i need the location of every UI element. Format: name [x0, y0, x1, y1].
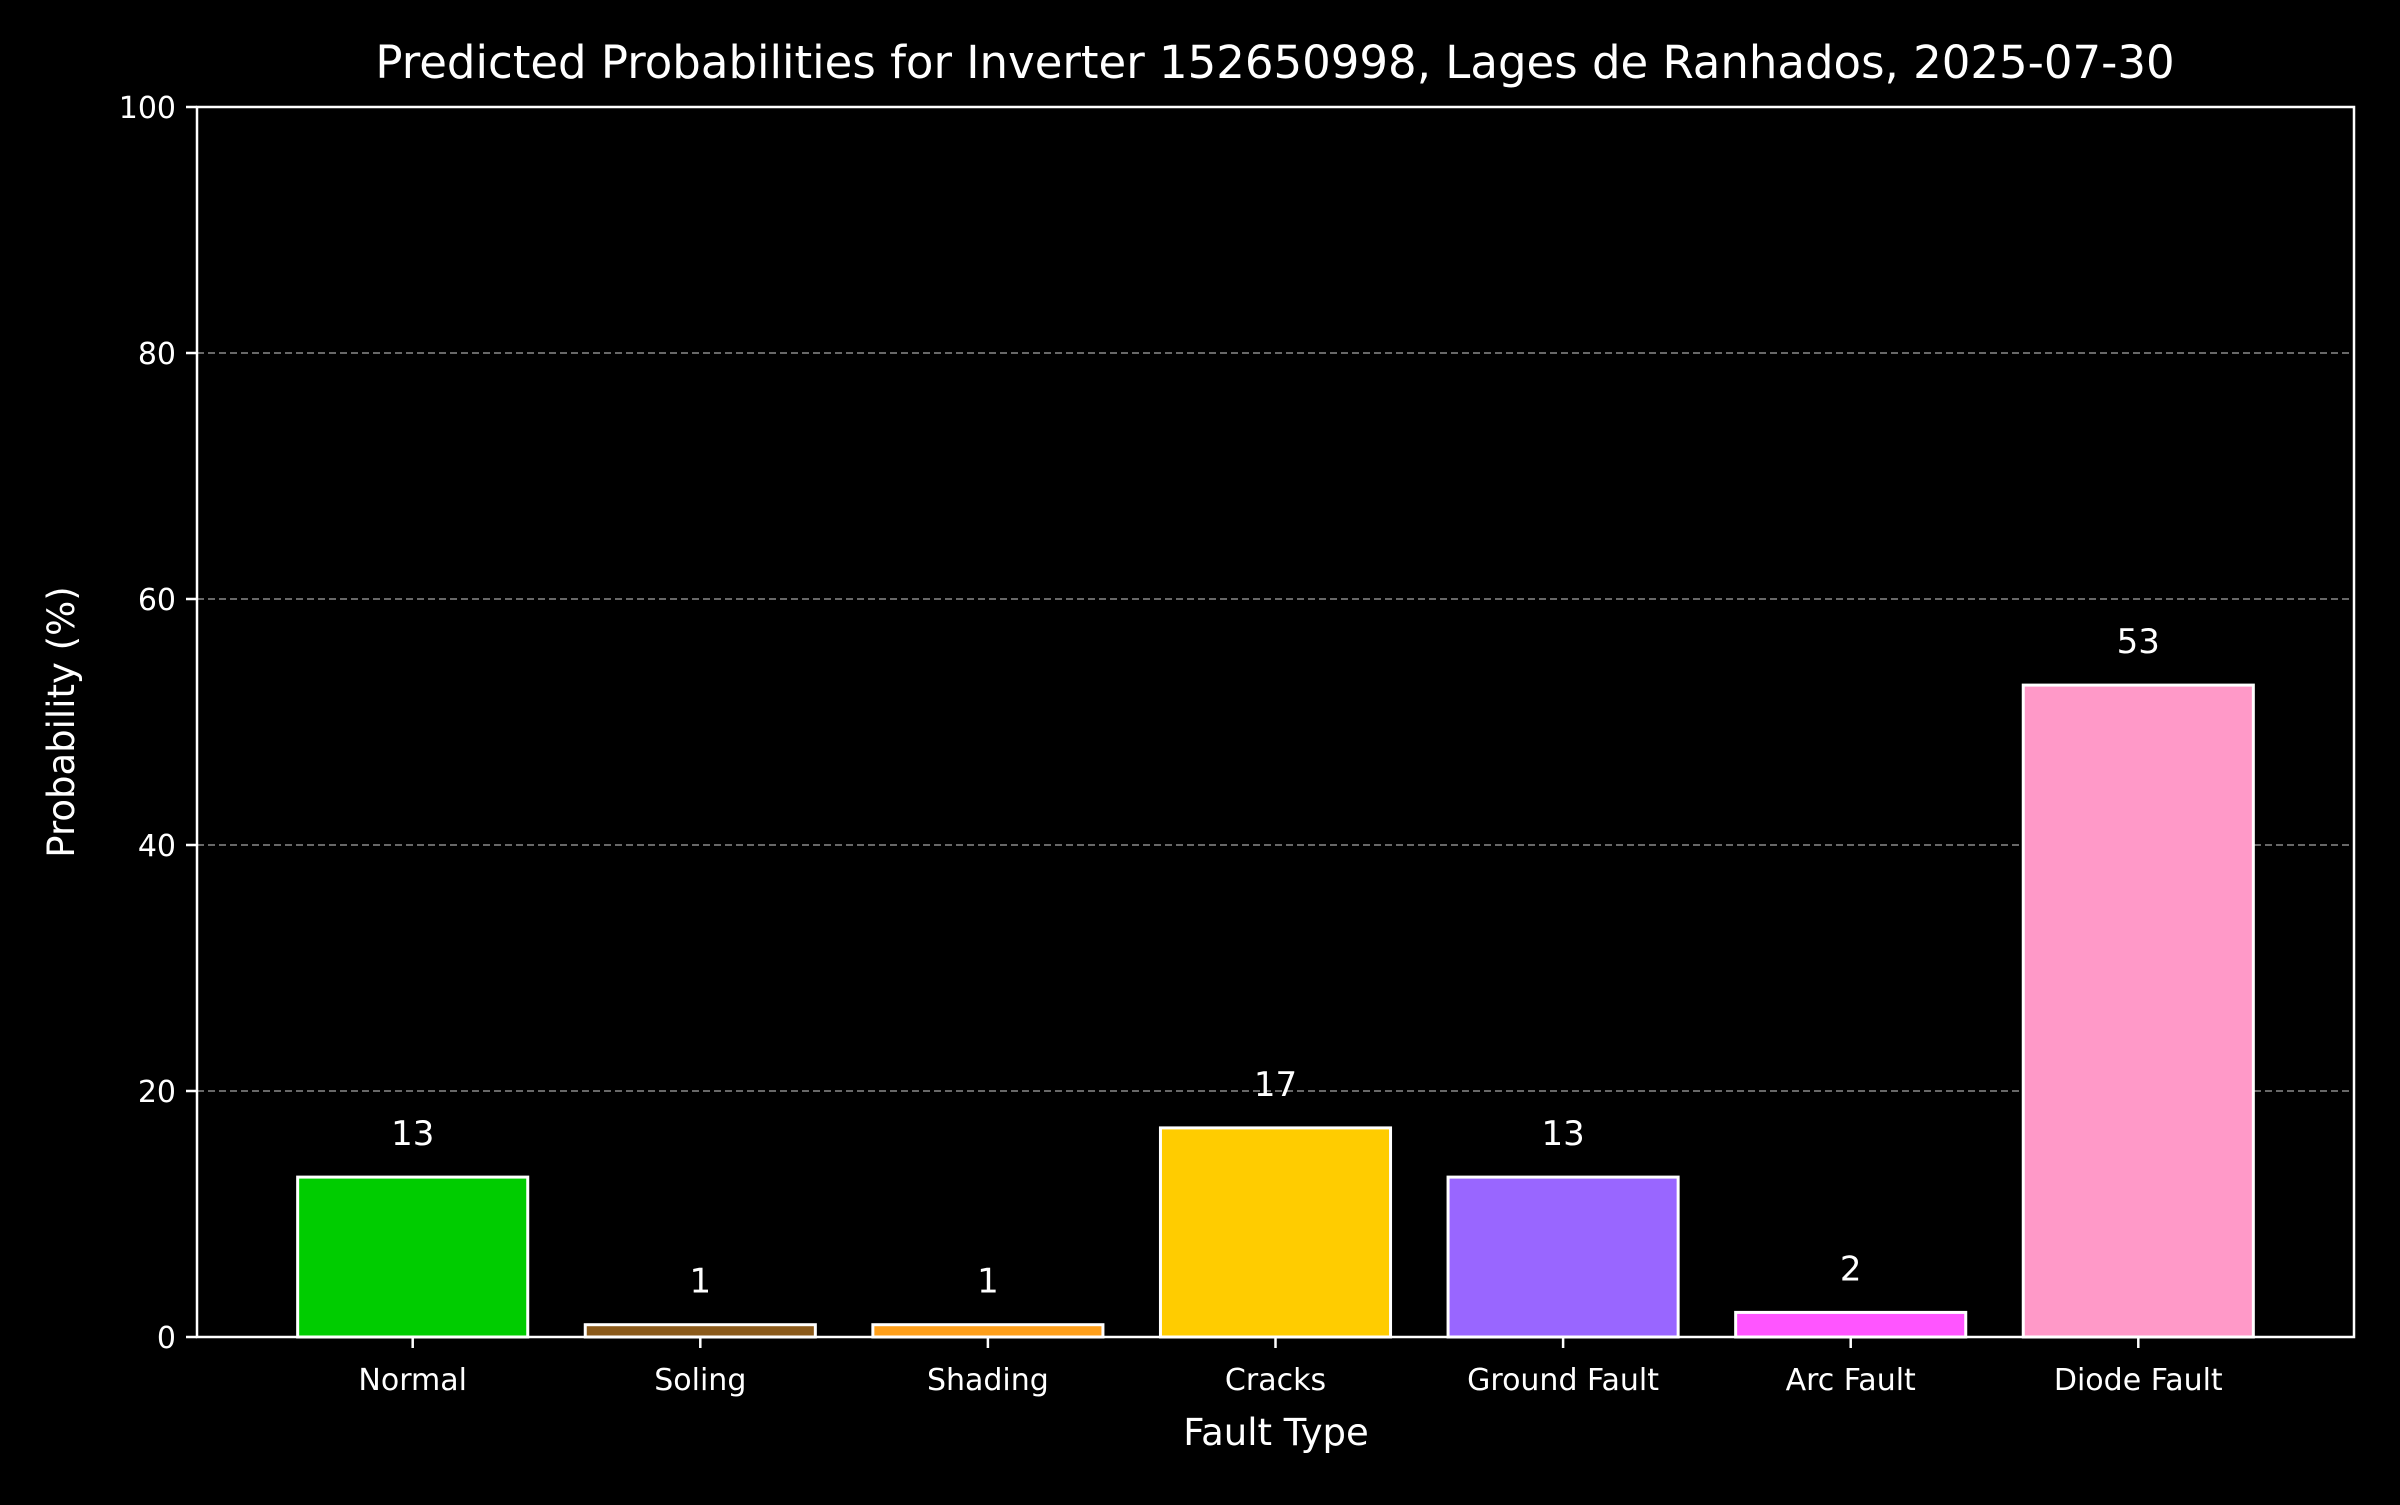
y-axis-label: Probability (%): [40, 586, 83, 857]
bar-value-label: 17: [1254, 1065, 1297, 1105]
bar-ground-fault: [1446, 1175, 1680, 1339]
x-tick-label: Shading: [927, 1363, 1049, 1398]
x-tick-label: Soling: [654, 1363, 746, 1398]
x-axis-label: Fault Type: [1183, 1411, 1369, 1454]
bar-value-label: 53: [2117, 622, 2160, 662]
y-tick-label: 40: [138, 829, 176, 864]
y-tick-label: 60: [138, 583, 176, 618]
bar-arc-fault: [1734, 1310, 1968, 1339]
x-tick-label: Diode Fault: [2054, 1363, 2223, 1398]
bars: 13 1 1 17 13 2 53: [296, 622, 2255, 1339]
grid-lines: [197, 352, 2354, 1092]
x-tick-label: Arc Fault: [1786, 1363, 1916, 1398]
bar-diode-fault: [2021, 683, 2255, 1339]
bar-value-label: 2: [1840, 1249, 1862, 1289]
y-tick-label: 100: [119, 91, 176, 126]
x-tick-label: Cracks: [1225, 1363, 1326, 1398]
chart-title: Predicted Probabilities for Inverter 152…: [375, 36, 2174, 89]
y-tick-label: 80: [138, 337, 176, 372]
x-tick-label: Ground Fault: [1467, 1363, 1659, 1398]
bar-soling: [583, 1323, 817, 1339]
bar-value-label: 13: [1541, 1114, 1584, 1154]
axes: 0 20 40 60 80 100 Normal Soling Shading Cracks Gro…: [119, 91, 2356, 1398]
x-tick-label: Normal: [358, 1363, 467, 1398]
bar-cracks: [1158, 1126, 1393, 1339]
y-tick-label: 0: [157, 1321, 176, 1356]
bar-normal: [296, 1175, 530, 1339]
bar-value-label: 1: [977, 1262, 999, 1302]
y-tick-label: 20: [138, 1075, 176, 1110]
bar-shading: [871, 1323, 1105, 1339]
bar-value-label: 13: [391, 1114, 434, 1154]
bar-value-label: 1: [689, 1262, 711, 1302]
